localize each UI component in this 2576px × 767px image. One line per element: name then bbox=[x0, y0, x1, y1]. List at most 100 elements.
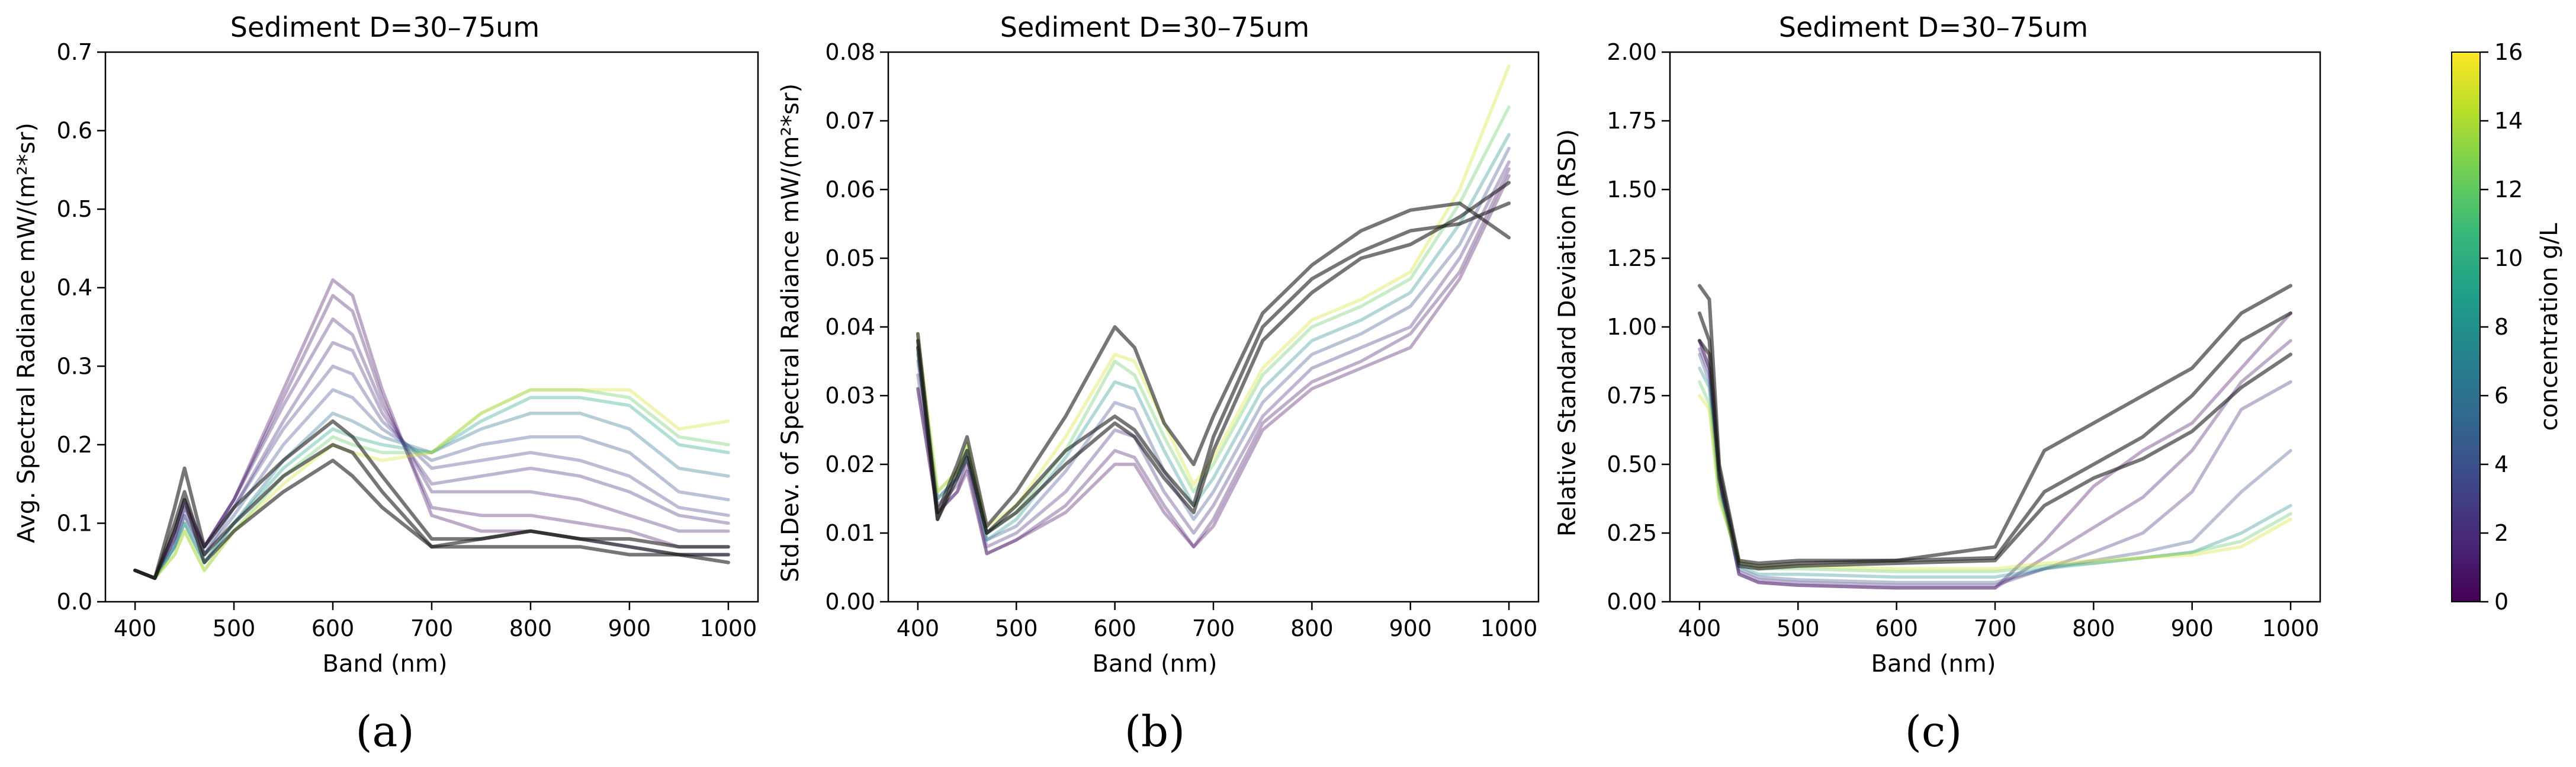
panel-c-x-tick-label: 400 bbox=[1678, 615, 1721, 641]
panel-c-series-line bbox=[1698, 394, 2292, 571]
panel-b-series-line bbox=[916, 105, 1511, 535]
panel-a-x-tick-label: 1000 bbox=[700, 615, 757, 641]
colorbar: 0 2 4 6 8 10 12 14 16 concentration g/L bbox=[2451, 39, 2563, 615]
panel-c-y-tick-label: 1.75 bbox=[1607, 108, 1657, 134]
panel-b-y-tick-label: 0.05 bbox=[825, 245, 875, 271]
panel-c-y-tick-label: 0.75 bbox=[1607, 383, 1657, 409]
colorbar-tick-label: 8 bbox=[2494, 314, 2508, 340]
panel-b-series-line bbox=[916, 181, 1511, 535]
panel-b-y-tick-label: 0.06 bbox=[825, 176, 875, 203]
colorbar-tick-label: 16 bbox=[2494, 39, 2523, 65]
panel-c-y-tick-label: 1.25 bbox=[1607, 245, 1657, 271]
panel-c-x-tick-label: 600 bbox=[1875, 615, 1918, 641]
panel-c-x-tick-label: 900 bbox=[2170, 615, 2214, 641]
panel-b-y-tick-label: 0.03 bbox=[825, 383, 875, 409]
panel-b: Sediment D=30–75um 400 500 600 700 800 900 100… bbox=[777, 11, 1540, 756]
panel-a-series-line bbox=[133, 317, 730, 580]
panel-a-series-line bbox=[133, 412, 730, 580]
colorbar-gradient bbox=[2451, 52, 2481, 602]
panel-b-y-tick-label: 0.00 bbox=[825, 589, 875, 615]
panel-a-series-line bbox=[133, 364, 730, 580]
panel-a-label: (a) bbox=[355, 707, 414, 756]
colorbar-tick-label: 4 bbox=[2494, 451, 2508, 477]
panel-c-x-axis-label: Band (nm) bbox=[1871, 650, 1996, 678]
panel-c-label: (c) bbox=[1905, 707, 1962, 756]
panel-a-y-tick-label: 0.4 bbox=[57, 275, 92, 301]
panel-b-x-tick-label: 800 bbox=[1290, 615, 1334, 641]
panel-b-x-tick-label: 700 bbox=[1192, 615, 1235, 641]
panel-b-series-line bbox=[916, 201, 1511, 535]
panel-a-axes-frame bbox=[104, 51, 759, 603]
panel-b-x-tick-label: 1000 bbox=[1480, 615, 1538, 641]
panel-c-x-tick-label: 500 bbox=[1777, 615, 1820, 641]
panel-a-x-tick-label: 500 bbox=[213, 615, 256, 641]
panel-b-series-line bbox=[916, 64, 1511, 528]
colorbar-ticks: 0 2 4 6 8 10 12 14 16 bbox=[2480, 39, 2523, 615]
panel-a-series-line bbox=[133, 396, 730, 580]
panel-b-y-tick-label: 0.08 bbox=[825, 39, 875, 65]
panel-b-series-line bbox=[916, 167, 1511, 556]
panel-b-series-line bbox=[916, 201, 1511, 528]
panel-a-y-tick-label: 0.1 bbox=[57, 510, 92, 536]
panel-a-y-tick-label: 0.0 bbox=[57, 589, 92, 615]
panel-c-x-tick-label: 800 bbox=[2072, 615, 2115, 641]
panel-a-x-tick-label: 600 bbox=[311, 615, 355, 641]
panel-a: Sediment D=30–75um 400 500 600 700 800 900 100… bbox=[13, 11, 759, 756]
panel-a-series-line bbox=[133, 442, 730, 580]
panel-c-y-axis-label: Relative Standard Deviation (RSD) bbox=[1554, 129, 1581, 537]
panel-b-x-tick-label: 900 bbox=[1389, 615, 1432, 641]
panel-c-x-tick-label: 1000 bbox=[2262, 615, 2320, 641]
panel-b-plot-area: 400 500 600 700 800 900 1000 0.00 0.01 0.02 0.03 0.… bbox=[825, 39, 1540, 641]
panel-c-plot-area: 400 500 600 700 800 900 1000 0.00 0.25 0.50 0.75 1.… bbox=[1607, 39, 2321, 641]
panel-c: Sediment D=30–75um 400 500 600 700 800 900 100… bbox=[1554, 11, 2321, 756]
panel-a-y-tick-label: 0.3 bbox=[57, 353, 92, 379]
panel-c-x-tick-label: 700 bbox=[1974, 615, 2017, 641]
panel-a-y-tick-label: 0.7 bbox=[57, 39, 92, 65]
panel-a-y-axis-label: Avg. Spectral Radiance mW/(m²*sr) bbox=[13, 123, 40, 543]
colorbar-tick-label: 0 bbox=[2494, 589, 2508, 615]
panel-a-x-tick-label: 700 bbox=[410, 615, 454, 641]
panel-b-x-tick-label: 400 bbox=[897, 615, 940, 641]
colorbar-tick-label: 2 bbox=[2494, 520, 2508, 546]
panel-b-title: Sediment D=30–75um bbox=[1000, 11, 1309, 43]
colorbar-tick-label: 6 bbox=[2494, 383, 2508, 409]
panel-b-x-tick-label: 500 bbox=[995, 615, 1038, 641]
panel-a-y-tick-label: 0.5 bbox=[57, 196, 92, 222]
panel-c-title: Sediment D=30–75um bbox=[1779, 11, 2088, 43]
panel-a-series-line bbox=[133, 458, 730, 580]
panel-c-y-tick-label: 0.50 bbox=[1607, 451, 1657, 477]
panel-a-y-tick-label: 0.6 bbox=[57, 118, 92, 144]
panel-a-series-line bbox=[133, 341, 730, 580]
panel-a-x-tick-label: 900 bbox=[608, 615, 651, 641]
panel-c-axes-frame bbox=[1669, 51, 2321, 603]
panel-c-y-tick-label: 1.50 bbox=[1607, 176, 1657, 203]
panel-c-series-line bbox=[1697, 339, 2293, 571]
panel-a-series-line bbox=[133, 388, 730, 580]
colorbar-tick-label: 10 bbox=[2494, 245, 2523, 271]
panel-b-y-tick-label: 0.04 bbox=[825, 314, 875, 340]
panel-a-plot-area: 400 500 600 700 800 900 1000 0.0 0.1 0.2 0.3 0.4 0.5… bbox=[57, 39, 759, 641]
panel-c-y-tick-label: 2.00 bbox=[1607, 39, 1657, 65]
panel-b-series-line bbox=[916, 174, 1511, 556]
panel-c-y-tick-label: 0.00 bbox=[1607, 589, 1657, 615]
panel-b-x-tick-label: 600 bbox=[1093, 615, 1136, 641]
panel-b-y-tick-label: 0.07 bbox=[825, 108, 875, 134]
panel-b-label: (b) bbox=[1125, 707, 1185, 756]
panel-c-y-tick-label: 1.00 bbox=[1607, 314, 1657, 340]
panel-a-series-line bbox=[133, 388, 730, 580]
panel-a-x-axis-label: Band (nm) bbox=[323, 650, 448, 678]
panel-a-series-line bbox=[133, 419, 730, 580]
colorbar-tick-label: 14 bbox=[2494, 108, 2523, 134]
panel-a-y-tick-label: 0.2 bbox=[57, 432, 92, 458]
panel-c-y-tick-label: 0.25 bbox=[1607, 520, 1657, 546]
panel-b-y-tick-label: 0.02 bbox=[825, 451, 875, 477]
panel-a-x-tick-label: 800 bbox=[509, 615, 553, 641]
colorbar-label: concentration g/L bbox=[2536, 223, 2563, 431]
panel-b-series-line bbox=[916, 133, 1511, 542]
panel-b-y-tick-label: 0.01 bbox=[825, 520, 875, 546]
panel-a-x-tick-label: 400 bbox=[114, 615, 157, 641]
colorbar-tick-label: 12 bbox=[2494, 176, 2523, 203]
panel-c-series-line bbox=[1698, 366, 2292, 579]
panel-b-x-axis-label: Band (nm) bbox=[1093, 650, 1218, 678]
